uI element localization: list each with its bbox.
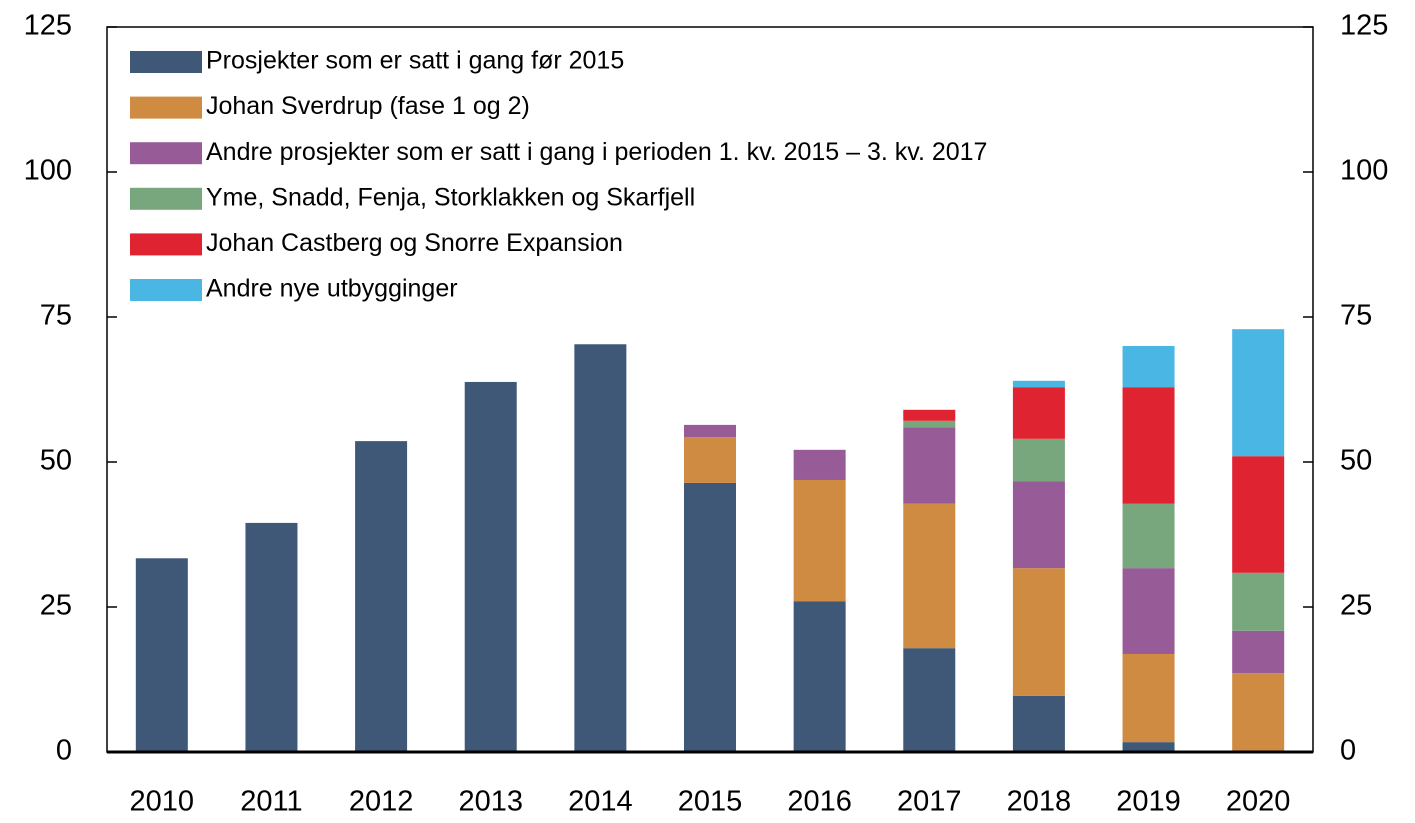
x-tick-label: 2016 [787,786,852,818]
bar-segment [1232,630,1285,674]
bar-segment [355,441,408,752]
y-tick-label: 75 [40,300,72,332]
bar-segment [903,409,956,421]
bar-segment [1012,387,1065,439]
y2-tick-label: 75 [1340,300,1372,332]
bar-segment [684,482,736,752]
bar-segment [903,648,956,752]
bar-segment [1122,346,1175,388]
bar-segment [1012,568,1065,696]
bar-segment [1122,742,1175,752]
x-tick-label: 2012 [349,786,414,818]
bar-segment [1122,653,1175,743]
legend-label: Johan Sverdrup (fase 1 og 2) [206,92,530,120]
y-tick-label: 125 [24,10,72,42]
bar-segment [1012,438,1065,482]
x-tick-label: 2020 [1226,786,1291,818]
x-tick-label: 2010 [130,786,195,818]
x-tick-label: 2011 [240,786,302,818]
bar-segment [903,420,956,428]
bar-segment [574,344,627,752]
y-tick-label: 0 [56,735,72,767]
legend-label: Andre nye utbygginger [206,275,458,303]
x-tick-label: 2014 [568,786,633,818]
bar-segment [793,449,846,480]
bar-segment [684,437,736,483]
x-tick-label: 2019 [1116,786,1181,818]
x-tick-label: 2018 [1007,786,1072,818]
legend-label: Yme, Snadd, Fenja, Storklakken og Skarfj… [206,183,695,211]
bar-segment [1012,380,1065,388]
x-tick-label: 2013 [458,786,523,818]
legend-label: Andre prosjekter som er satt i gang i pe… [206,138,987,166]
bar-segment [1122,503,1175,569]
bar-segment [793,479,846,602]
y2-tick-label: 0 [1340,735,1356,767]
legend-swatch [130,279,202,301]
bar-segment [1122,387,1175,504]
legend-label: Johan Castberg og Snorre Expansion [206,229,623,257]
legend-label: Prosjekter som er satt i gang før 2015 [206,47,624,75]
legend-swatch [130,142,202,165]
bar-segment [793,601,846,752]
bar-segment [135,558,188,752]
bar-segment [903,503,956,649]
y-tick-label: 100 [24,155,72,187]
legend-swatch [130,51,202,73]
legend-swatch [130,233,202,256]
legend-swatch [130,187,202,210]
y2-tick-label: 25 [1340,590,1372,622]
x-tick-label: 2017 [897,786,962,818]
y-tick-label: 50 [40,445,72,477]
bar-segment [1232,673,1285,752]
y2-tick-label: 50 [1340,445,1372,477]
y-tick-label: 25 [40,590,72,622]
bar-segment [684,424,736,438]
bar-segment [1012,481,1065,569]
bar-segment [903,427,956,504]
y2-tick-label: 100 [1340,155,1388,187]
bar-segment [464,381,517,752]
bar-segment [245,522,298,752]
bar-segment [1232,456,1285,573]
bar-segment [1232,329,1285,457]
bar-segment [1122,568,1175,654]
legend-swatch [130,96,202,119]
y2-tick-label: 125 [1340,10,1388,42]
bar-segment [1232,572,1285,631]
bar-segment [1012,695,1065,752]
x-tick-label: 2015 [678,786,743,818]
